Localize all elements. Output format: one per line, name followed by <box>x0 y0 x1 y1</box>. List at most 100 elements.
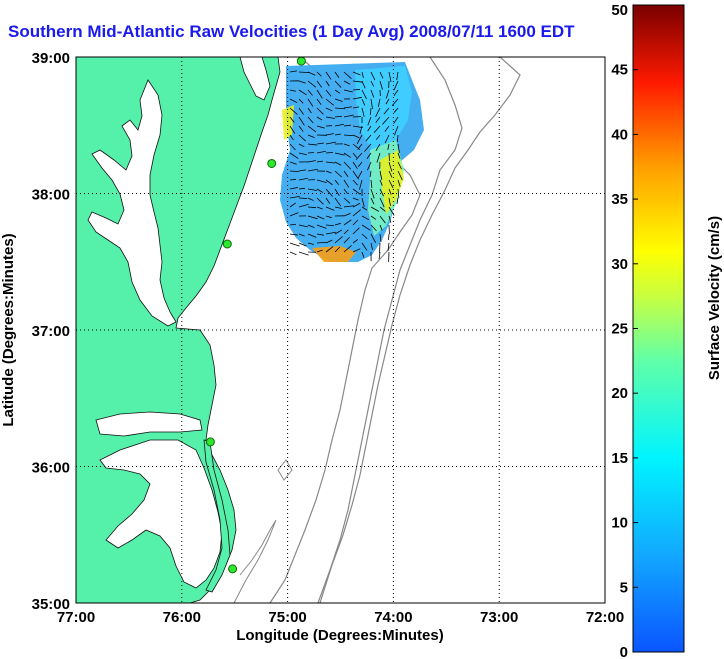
velocity-arrow <box>361 71 364 78</box>
velocity-arrow <box>289 187 298 190</box>
velocity-arrow <box>379 206 386 212</box>
velocity-arrow <box>370 179 373 188</box>
velocity-arrow <box>377 98 381 107</box>
velocity-arrow <box>357 143 363 150</box>
velocity-arrow <box>316 89 323 99</box>
velocity-arrow <box>343 212 351 217</box>
velocity-arrow <box>334 170 342 178</box>
station-1 <box>296 57 306 66</box>
velocity-arrow <box>307 143 317 146</box>
plot-frame <box>75 56 606 604</box>
delaware-bay <box>239 57 271 101</box>
velocity-arrow <box>361 215 370 221</box>
x-axis-label: Longitude (Degrees:Minutes) <box>236 627 444 644</box>
velocity-arrow <box>307 80 317 88</box>
velocity-arrow <box>352 248 361 253</box>
velocity-arrow <box>325 116 335 119</box>
velocity-arrow <box>397 188 400 198</box>
velocity-arrow <box>352 209 361 217</box>
station-5 <box>228 564 238 574</box>
velocity-arrow <box>325 239 333 244</box>
velocity-arrow <box>307 98 314 107</box>
colorbar-tick-label: 45 <box>611 62 628 79</box>
velocity-arrow <box>361 80 366 89</box>
velocity-arrow <box>379 80 383 90</box>
velocity-arrow <box>393 107 399 113</box>
colorbar-tick-label: 35 <box>611 191 628 208</box>
velocity-arrow <box>316 249 323 253</box>
velocity-arrow <box>357 170 363 179</box>
velocity-arrow <box>361 197 365 207</box>
velocity-arrow <box>307 188 317 191</box>
velocity-arrow <box>298 71 310 73</box>
velocity-arrow <box>367 125 372 132</box>
velocity-arrow <box>289 242 300 247</box>
velocity-arrow <box>396 197 399 204</box>
velocity-arrow <box>352 152 358 158</box>
velocity-arrow <box>391 98 399 107</box>
velocity-arrow <box>388 197 391 206</box>
velocity-arrow <box>370 197 375 205</box>
velocity-arrow <box>298 251 309 256</box>
velocity-arrow <box>370 242 373 250</box>
velocity-arrow <box>316 71 322 77</box>
velocity-arrow <box>289 89 296 92</box>
velocity-arrow <box>307 89 313 96</box>
velocity-arrow <box>352 188 361 195</box>
velocity-field-peak <box>282 105 294 140</box>
velocity-arrow <box>316 233 324 236</box>
x-tick-label: 75:00 <box>268 609 306 626</box>
velocity-arrow <box>352 227 360 235</box>
velocity-arrow <box>334 123 344 127</box>
velocity-arrow <box>316 125 325 129</box>
velocity-arrow <box>289 170 300 173</box>
velocity-arrow <box>365 134 372 142</box>
velocity-arrow <box>352 143 361 151</box>
velocity-arrows <box>289 70 403 263</box>
velocity-arrow <box>298 80 306 84</box>
velocity-arrow <box>352 170 359 180</box>
velocity-arrow <box>316 241 327 244</box>
velocity-arrow <box>298 89 307 96</box>
velocity-arrow <box>289 178 297 181</box>
velocity-arrow <box>334 98 343 102</box>
velocity-arrow <box>396 71 399 80</box>
station-4 <box>205 437 215 447</box>
velocity-arrow <box>359 179 363 190</box>
x-tick-labels: 77:00 76:00 75:00 74:00 73:00 72:00 <box>57 609 624 626</box>
velocity-arrow <box>298 107 304 115</box>
velocity-arrow <box>343 71 352 80</box>
velocity-arrow <box>378 251 381 259</box>
velocity-arrow <box>387 242 390 251</box>
velocity-arrow <box>316 80 323 88</box>
x-tick-label: 73:00 <box>480 609 518 626</box>
velocity-arrow <box>370 89 375 98</box>
velocity-arrow <box>298 116 305 126</box>
velocity-arrow <box>384 125 390 132</box>
y-axis-label: Latitude (Degrees:Minutes) <box>0 233 17 426</box>
velocity-arrow <box>379 233 382 242</box>
velocity-arrow <box>388 161 393 172</box>
velocity-arrow <box>289 70 297 73</box>
velocity-arrow <box>379 71 384 79</box>
y-tick-labels: 39:00 38:00 37:00 36:00 35:00 <box>32 50 70 613</box>
velocity-arrow <box>343 106 352 109</box>
velocity-arrow <box>325 224 335 227</box>
velocity-arrow <box>325 98 334 106</box>
velocity-field-peak <box>312 246 356 262</box>
station-3 <box>222 239 232 249</box>
y-tick-label: 38:00 <box>32 187 70 204</box>
velocity-arrow <box>298 169 306 172</box>
velocity-arrow <box>397 161 402 170</box>
colorbar-tick-label: 10 <box>611 515 628 532</box>
velocity-arrow <box>334 246 341 253</box>
velocity-arrow <box>370 71 376 81</box>
velocity-arrow <box>367 161 372 171</box>
velocity-arrow <box>334 133 341 136</box>
velocity-arrow <box>343 205 354 208</box>
albemarle-sound <box>95 411 203 437</box>
velocity-arrow <box>367 116 372 126</box>
velocity-arrow <box>298 125 304 132</box>
velocity-arrow <box>361 242 368 251</box>
velocity-arrow <box>370 98 373 109</box>
